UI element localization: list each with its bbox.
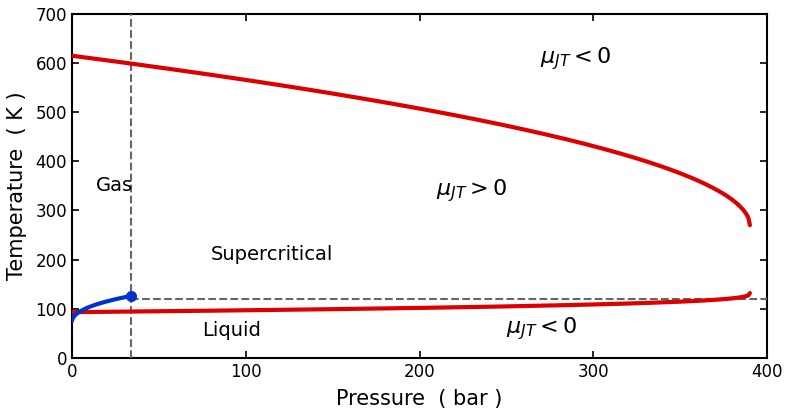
Text: Liquid: Liquid <box>202 321 261 340</box>
Y-axis label: Temperature  ( K ): Temperature ( K ) <box>7 92 27 280</box>
X-axis label: Pressure  ( bar ): Pressure ( bar ) <box>337 389 502 409</box>
Text: $\mu_{JT} < 0$: $\mu_{JT} < 0$ <box>540 45 611 72</box>
Text: Gas: Gas <box>96 176 134 196</box>
Text: Supercritical: Supercritical <box>211 245 333 264</box>
Text: $\mu_{JT} < 0$: $\mu_{JT} < 0$ <box>506 315 577 342</box>
Text: $\mu_{JT} > 0$: $\mu_{JT} > 0$ <box>436 177 507 204</box>
